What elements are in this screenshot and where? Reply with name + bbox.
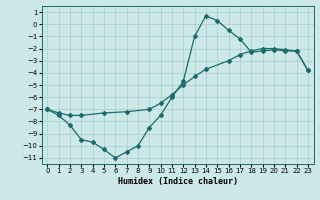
X-axis label: Humidex (Indice chaleur): Humidex (Indice chaleur) xyxy=(118,177,237,186)
